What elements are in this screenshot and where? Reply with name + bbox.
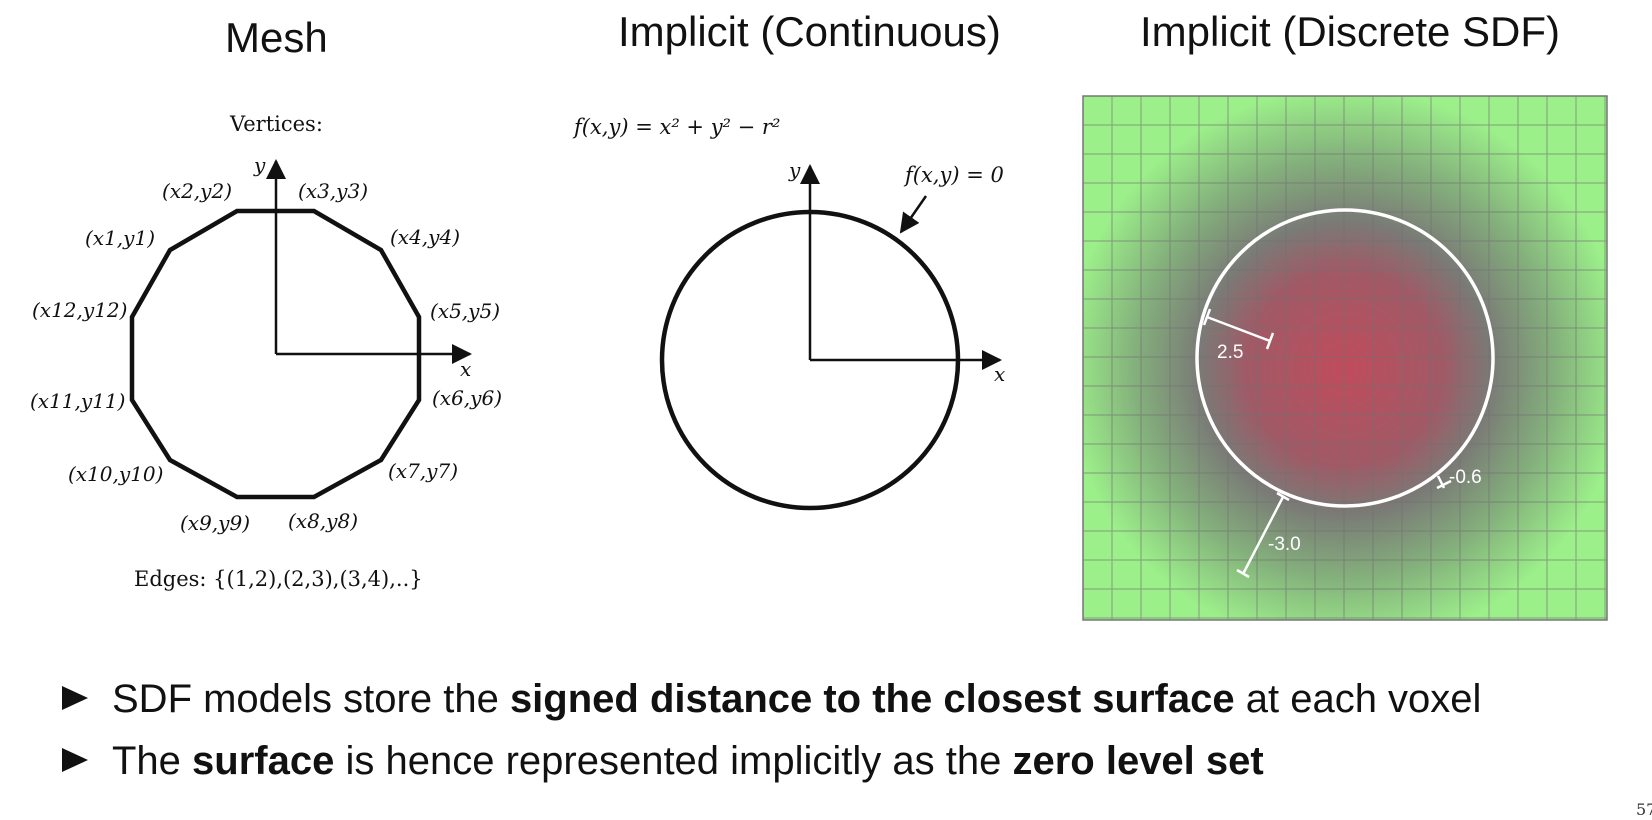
- mesh-axis-x-label: x: [460, 357, 471, 381]
- distance-marker-cap: [1265, 332, 1275, 350]
- vertex-label: (x7,y7): [388, 459, 458, 483]
- continuous-axis-x-label: x: [994, 362, 1005, 386]
- vertex-label: (x3,y3): [298, 179, 368, 203]
- distance-marker-cap: [1236, 568, 1250, 579]
- discrete-sdf-panel: 2.5 -0.6 -3.0: [1082, 95, 1608, 621]
- vertex-label: (x6,y6): [432, 386, 502, 410]
- distance-marker: [1206, 315, 1271, 343]
- distance-label: 2.5: [1217, 342, 1243, 363]
- bullet-text: is hence represented implicitly as the: [334, 739, 1013, 783]
- vertex-label: (x5,y5): [430, 299, 500, 323]
- bullet-item: The surface is hence represented implici…: [62, 738, 1481, 800]
- bullet-bold-text: surface: [192, 739, 335, 783]
- page-number: 57: [1636, 800, 1652, 819]
- distance-marker-cap: [1436, 479, 1452, 490]
- dodecagon-mesh: [129, 208, 422, 500]
- implicit-discrete-title: Implicit (Discrete SDF): [1140, 8, 1561, 55]
- vertex-label: (x4,y4): [390, 225, 460, 249]
- sdf-zero-level-circle: [1195, 208, 1495, 508]
- bullet-triangle-icon: [62, 748, 88, 773]
- vertex-label: (x8,y8): [288, 509, 358, 533]
- vertex-label: (x2,y2): [162, 179, 232, 203]
- distance-label: -3.0: [1268, 534, 1301, 555]
- distance-marker-cap: [1202, 308, 1212, 326]
- vertex-label: (x12,y12): [32, 298, 127, 322]
- distance-label: -0.6: [1449, 467, 1482, 488]
- edges-label: Edges: {(1,2),(2,3),(3,4),..}: [134, 567, 423, 591]
- sdf-voxel-grid: [1082, 95, 1608, 621]
- bullet-item: SDF models store the signed distance to …: [62, 676, 1481, 738]
- distance-marker: [1241, 496, 1285, 575]
- vertex-label: (x1,y1): [85, 226, 155, 250]
- vertex-label: (x10,y10): [68, 462, 163, 486]
- mesh-panel: Vertices: y x (x1,y1) (x2,y2) (x3,y3) (x…: [30, 112, 502, 591]
- bullet-list: SDF models store the signed distance to …: [62, 676, 1481, 800]
- distance-marker-cap: [1276, 491, 1290, 502]
- bullet-text: The: [112, 739, 193, 783]
- level-set-label: f(x,y) = 0: [903, 163, 1004, 187]
- vertices-label: Vertices:: [229, 112, 323, 136]
- continuous-panel: f(x,y) = x² + y² − r² y x f(x,y) = 0: [572, 115, 1005, 511]
- bullet-text: at each voxel: [1234, 677, 1482, 721]
- vertex-labels: (x1,y1) (x2,y2) (x3,y3) (x4,y4) (x5,y5) …: [30, 179, 502, 535]
- bullet-bold-text: zero level set: [1012, 739, 1264, 783]
- mesh-title: Mesh: [225, 14, 328, 61]
- vertex-label: (x9,y9): [180, 511, 250, 535]
- vertex-label: (x11,y11): [30, 389, 125, 413]
- bullet-bold-text: signed distance to the closest surface: [509, 677, 1235, 721]
- continuous-axis-y-label: y: [788, 158, 801, 182]
- implicit-continuous-title: Implicit (Continuous): [618, 8, 1001, 55]
- figure-canvas: Vertices: y x (x1,y1) (x2,y2) (x3,y3) (x…: [30, 95, 1608, 621]
- implicit-equation: f(x,y) = x² + y² − r²: [572, 115, 780, 139]
- level-set-arrow: [899, 195, 928, 234]
- bullet-text: SDF models store the: [112, 677, 510, 721]
- bullet-triangle-icon: [62, 686, 88, 711]
- mesh-axis-y-label: y: [253, 153, 266, 177]
